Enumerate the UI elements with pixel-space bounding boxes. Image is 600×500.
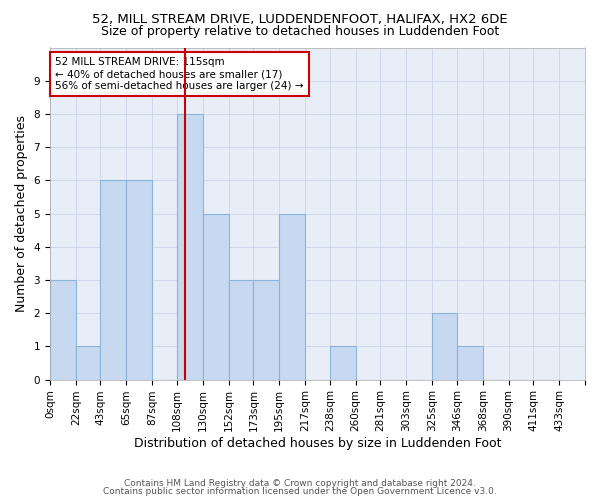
Bar [76, 346, 100, 380]
Text: 52, MILL STREAM DRIVE, LUDDENDENFOOT, HALIFAX, HX2 6DE: 52, MILL STREAM DRIVE, LUDDENDENFOOT, HA… [92, 12, 508, 26]
Y-axis label: Number of detached properties: Number of detached properties [15, 115, 28, 312]
Bar [50, 280, 76, 380]
Text: Size of property relative to detached houses in Luddenden Foot: Size of property relative to detached ho… [101, 25, 499, 38]
Bar [127, 180, 152, 380]
Text: Contains HM Land Registry data © Crown copyright and database right 2024.: Contains HM Land Registry data © Crown c… [124, 478, 476, 488]
Bar [330, 346, 356, 380]
Bar [457, 346, 482, 380]
Bar [229, 280, 253, 380]
Bar [100, 180, 127, 380]
Bar [203, 214, 229, 380]
Bar [177, 114, 203, 380]
Text: 52 MILL STREAM DRIVE: 115sqm
← 40% of detached houses are smaller (17)
56% of se: 52 MILL STREAM DRIVE: 115sqm ← 40% of de… [55, 58, 304, 90]
Text: Contains public sector information licensed under the Open Government Licence v3: Contains public sector information licen… [103, 487, 497, 496]
Bar [432, 313, 457, 380]
X-axis label: Distribution of detached houses by size in Luddenden Foot: Distribution of detached houses by size … [134, 437, 501, 450]
Bar [253, 280, 279, 380]
Bar [279, 214, 305, 380]
